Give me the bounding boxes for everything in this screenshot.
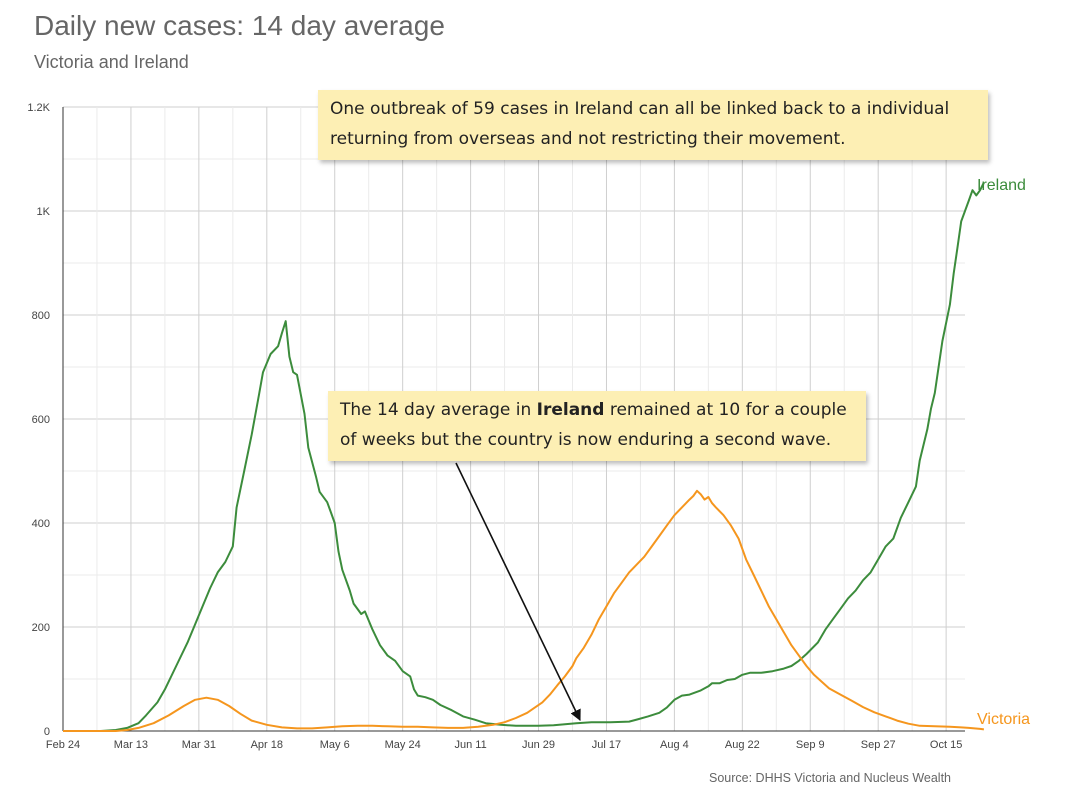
series-line-victoria [63,489,985,732]
annotation-second-wave-text-2: remained at 10 for a couple of weeks but… [340,400,847,450]
x-tick-label: Sep 27 [861,739,896,751]
chart-subtitle: Victoria and Ireland [34,52,189,72]
x-tick-label: May 6 [320,739,350,751]
annotation-second-wave-text-1: The 14 day average in [340,400,537,420]
x-tick-label: May 24 [385,739,421,751]
y-tick-label: 1.2K [27,102,50,114]
x-tick-label: Apr 18 [251,739,283,751]
y-tick-label: 800 [32,310,50,322]
x-tick-label: Aug 4 [660,739,689,751]
y-tick-label: 600 [32,414,50,426]
series-label-victoria: Victoria [977,711,1030,728]
x-tick-label: Oct 15 [930,739,962,751]
chart-series [63,181,985,732]
chart-title: Daily new cases: 14 day average [34,10,445,41]
x-tick-label: Jun 29 [522,739,555,751]
series-line-ireland [63,181,985,732]
chart-axes: 0 200 400 600 800 1K 1.2K Feb 24 Mar 13 Mar 31 Apr… [27,102,965,751]
series-label-ireland: Ireland [977,177,1026,194]
x-tick-label: Aug 22 [725,739,760,751]
y-tick-label: 400 [32,518,50,530]
annotation-outbreak-text: One outbreak of 59 cases in Ireland can … [330,99,950,149]
y-tick-label: 1K [37,206,51,218]
source-note: Source: DHHS Victoria and Nucleus Wealth [708,771,951,785]
annotation-second-wave-bold: Ireland [536,400,605,420]
annotation-second-wave: The 14 day average in Ireland remained a… [328,391,866,461]
y-tick-label: 200 [32,622,50,634]
x-tick-label: Jul 17 [592,739,621,751]
y-tick-label: 0 [44,726,50,738]
x-tick-label: Jun 11 [454,739,486,751]
x-tick-label: Feb 24 [46,739,80,751]
x-tick-label: Mar 13 [114,739,148,751]
x-tick-label: Sep 9 [796,739,825,751]
annotation-arrow [455,462,581,722]
x-tick-label: Mar 31 [182,739,216,751]
series-labels: Ireland Victoria [977,177,1030,728]
annotation-outbreak: One outbreak of 59 cases in Ireland can … [318,90,988,160]
